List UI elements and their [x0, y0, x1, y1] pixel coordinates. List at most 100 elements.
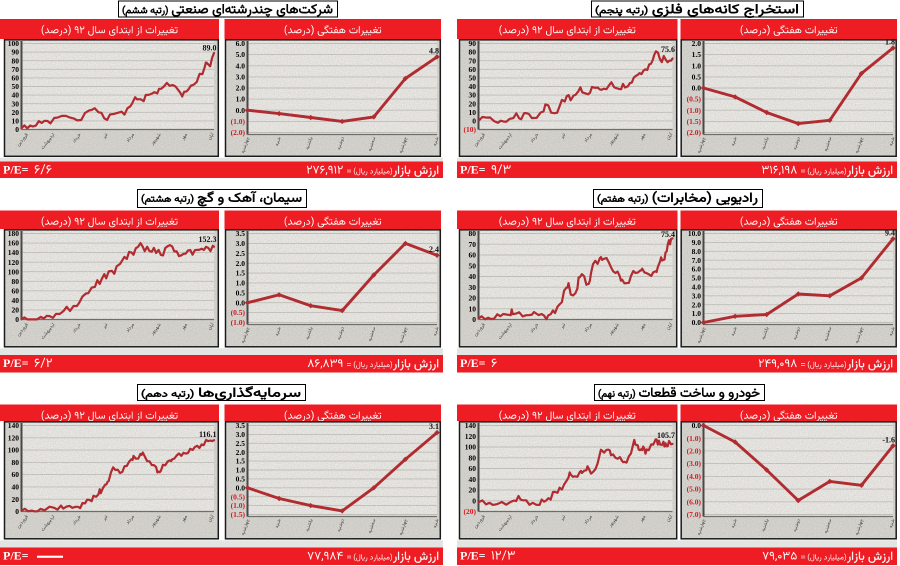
svg-text:80: 80: [12, 458, 20, 467]
svg-text:0.5: 0.5: [236, 475, 246, 484]
svg-text:116.1: 116.1: [199, 430, 217, 439]
svg-text:0.0: 0.0: [692, 318, 702, 327]
svg-text:40: 40: [12, 91, 20, 100]
svg-text:5.0: 5.0: [692, 274, 702, 283]
svg-text:10: 10: [12, 117, 20, 126]
svg-text:2.0: 2.0: [692, 300, 702, 309]
svg-text:75.4: 75.4: [661, 230, 675, 239]
svg-text:30: 30: [469, 91, 477, 100]
svg-text:20: 20: [469, 99, 477, 108]
svg-text:152.3: 152.3: [199, 235, 217, 244]
svg-text:2.0: 2.0: [236, 84, 246, 93]
svg-text:180: 180: [8, 229, 20, 238]
svg-text:5.0: 5.0: [236, 50, 246, 59]
svg-text:1.0: 1.0: [236, 466, 246, 475]
svg-text:100: 100: [8, 39, 20, 48]
svg-text:P/E=: P/E=: [460, 163, 486, 177]
svg-text:(4.0): (4.0): [687, 472, 702, 481]
svg-text:40: 40: [12, 483, 20, 492]
svg-text:2.5: 2.5: [236, 439, 246, 448]
svg-text:P/E=: P/E=: [3, 356, 29, 370]
svg-text:160: 160: [8, 239, 20, 248]
svg-text:(1.0): (1.0): [687, 434, 702, 443]
svg-text:0.5: 0.5: [236, 288, 246, 297]
svg-text:40: 40: [469, 475, 477, 484]
svg-text:3.0: 3.0: [236, 239, 246, 248]
svg-text:80: 80: [12, 277, 20, 286]
svg-text:3.0: 3.0: [692, 291, 702, 300]
svg-text:(2.0): (2.0): [687, 128, 702, 137]
svg-text:105.7: 105.7: [657, 431, 675, 440]
svg-text:9.0: 9.0: [692, 238, 702, 247]
svg-text:60: 60: [469, 251, 477, 260]
svg-text:0: 0: [15, 315, 19, 324]
svg-text:P/E=: P/E=: [3, 163, 29, 177]
svg-text:(6.0): (6.0): [687, 497, 702, 506]
svg-text:0.0: 0.0: [236, 106, 246, 115]
svg-text:120: 120: [8, 433, 20, 442]
svg-text:90: 90: [12, 48, 20, 57]
svg-text:75.6: 75.6: [661, 45, 675, 54]
svg-text:89.0: 89.0: [203, 44, 217, 53]
svg-text:20: 20: [12, 108, 20, 117]
svg-text:4.0: 4.0: [236, 61, 246, 70]
svg-text:50: 50: [469, 74, 477, 83]
svg-text:2.4: 2.4: [429, 245, 439, 254]
svg-text:(1.5): (1.5): [231, 510, 246, 519]
svg-text:1.0: 1.0: [236, 279, 246, 288]
svg-text:2.5: 2.5: [236, 249, 246, 258]
svg-text:120: 120: [465, 432, 477, 441]
svg-text:(1.0): (1.0): [231, 318, 246, 327]
svg-text:1.0: 1.0: [692, 61, 702, 70]
svg-text:60: 60: [469, 464, 477, 473]
svg-text:1.8: 1.8: [885, 38, 895, 47]
svg-text:60: 60: [469, 65, 477, 74]
svg-text:40: 40: [469, 272, 477, 281]
svg-text:60: 60: [12, 74, 20, 83]
svg-text:0: 0: [472, 117, 476, 126]
svg-text:P/E=: P/E=: [460, 549, 486, 563]
svg-text:30: 30: [469, 283, 477, 292]
svg-text:(20): (20): [464, 507, 477, 516]
svg-text:(2.0): (2.0): [687, 447, 702, 456]
svg-text:(0.5): (0.5): [687, 95, 702, 104]
svg-text:20: 20: [12, 495, 20, 504]
svg-text:4.0: 4.0: [692, 283, 702, 292]
svg-text:50: 50: [12, 82, 20, 91]
svg-text:3.5: 3.5: [236, 229, 246, 238]
svg-text:(10): (10): [464, 125, 477, 134]
svg-text:2.0: 2.0: [692, 39, 702, 48]
svg-text:(1.0): (1.0): [231, 501, 246, 510]
svg-text:1.5: 1.5: [692, 50, 702, 59]
svg-text:P/E=: P/E=: [460, 356, 486, 370]
svg-text:3.5: 3.5: [236, 421, 246, 430]
svg-text:(3.0): (3.0): [687, 459, 702, 468]
svg-text:40: 40: [469, 82, 477, 91]
svg-text:100: 100: [465, 443, 477, 452]
svg-text:30: 30: [12, 99, 20, 108]
svg-text:6.0: 6.0: [236, 39, 246, 48]
svg-text:0: 0: [472, 315, 476, 324]
svg-text:140: 140: [465, 421, 477, 430]
svg-text:7.0: 7.0: [692, 256, 702, 265]
svg-text:20: 20: [469, 486, 477, 495]
svg-text:(0.5): (0.5): [231, 308, 246, 317]
svg-text:50: 50: [469, 261, 477, 270]
svg-text:80: 80: [469, 48, 477, 57]
svg-text:(1.0): (1.0): [687, 106, 702, 115]
svg-text:P/E=: P/E=: [3, 549, 29, 563]
svg-text:(1.5): (1.5): [687, 117, 702, 126]
svg-text:120: 120: [8, 258, 20, 267]
svg-text:80: 80: [12, 56, 20, 65]
svg-text:20: 20: [469, 294, 477, 303]
svg-text:60: 60: [12, 286, 20, 295]
svg-text:70: 70: [12, 65, 20, 74]
svg-text:0: 0: [15, 507, 19, 516]
svg-text:9.4: 9.4: [885, 228, 895, 237]
svg-text:0: 0: [15, 125, 19, 134]
svg-text:6.0: 6.0: [692, 265, 702, 274]
svg-text:140: 140: [8, 248, 20, 257]
svg-text:100: 100: [8, 267, 20, 276]
svg-text:60: 60: [12, 470, 20, 479]
svg-text:0.0: 0.0: [236, 298, 246, 307]
